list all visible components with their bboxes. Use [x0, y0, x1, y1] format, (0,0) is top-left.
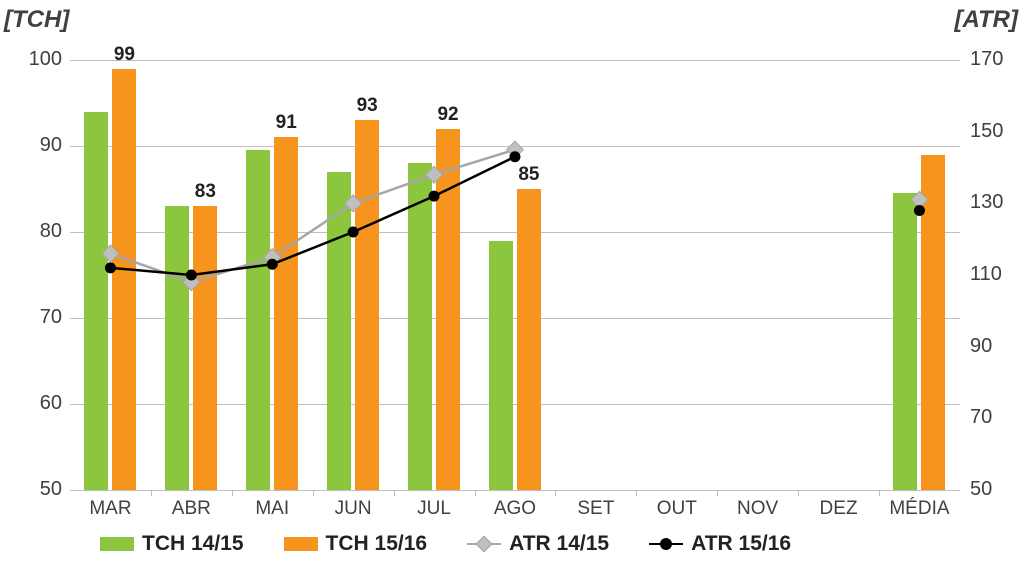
y-tick-left: 50 — [40, 478, 62, 501]
marker-atr-1415 — [102, 245, 119, 262]
legend-item-atr-1516: ATR 15/16 — [649, 532, 791, 556]
y-tick-left: 70 — [40, 306, 62, 329]
x-tick-mark — [555, 490, 556, 496]
circle-marker-icon — [660, 538, 672, 550]
x-tick-label: OUT — [657, 498, 697, 520]
marker-atr-1415 — [345, 195, 362, 212]
x-tick-mark — [151, 490, 152, 496]
legend-label: ATR 15/16 — [691, 532, 791, 556]
x-tick-label: JUN — [335, 498, 372, 520]
marker-atr-1516 — [267, 259, 277, 269]
x-tick-mark — [232, 490, 233, 496]
x-tick-label: MAR — [89, 498, 131, 520]
x-tick-mark — [798, 490, 799, 496]
y-tick-left: 80 — [40, 220, 62, 243]
line-atr-1516 — [110, 157, 515, 275]
marker-atr-1516 — [348, 227, 358, 237]
legend-swatch — [100, 537, 134, 551]
y-tick-right: 150 — [970, 120, 1003, 143]
y-tick-right: 170 — [970, 48, 1003, 71]
legend-item-tch-1516: TCH 15/16 — [284, 532, 428, 556]
x-tick-label: NOV — [737, 498, 778, 520]
y-tick-left: 100 — [29, 48, 62, 71]
x-tick-mark — [475, 490, 476, 496]
diamond-marker-icon — [476, 536, 493, 553]
y-tick-right: 130 — [970, 191, 1003, 214]
x-tick-label: MAI — [255, 498, 289, 520]
x-tick-label: AGO — [494, 498, 536, 520]
legend-label: TCH 15/16 — [326, 532, 428, 556]
marker-atr-1516 — [914, 206, 924, 216]
x-tick-label: MÉDIA — [889, 498, 949, 520]
x-tick-label: JUL — [417, 498, 451, 520]
legend-swatch — [649, 543, 683, 545]
y-tick-right: 110 — [970, 263, 1002, 286]
axis-title-left: [TCH] — [4, 6, 69, 34]
legend-swatch — [467, 543, 501, 545]
legend-label: TCH 14/15 — [142, 532, 244, 556]
marker-atr-1516 — [429, 191, 439, 201]
legend-swatch — [284, 537, 318, 551]
marker-atr-1516 — [186, 270, 196, 280]
x-tick-mark — [636, 490, 637, 496]
y-tick-right: 50 — [970, 478, 992, 501]
line-layer — [70, 60, 960, 490]
legend-label: ATR 14/15 — [509, 532, 609, 556]
x-tick-mark — [394, 490, 395, 496]
y-tick-right: 90 — [970, 335, 992, 358]
x-tick-mark — [313, 490, 314, 496]
legend: TCH 14/15 TCH 15/16 ATR 14/15 ATR 15/16 — [100, 532, 791, 556]
axis-title-right: [ATR] — [954, 6, 1018, 34]
x-tick-label: DEZ — [820, 498, 858, 520]
x-tick-label: ABR — [172, 498, 211, 520]
y-tick-left: 90 — [40, 134, 62, 157]
marker-atr-1516 — [105, 263, 115, 273]
y-tick-left: 60 — [40, 392, 62, 415]
marker-atr-1415 — [426, 166, 443, 183]
y-tick-right: 70 — [970, 406, 992, 429]
line-atr-1415 — [110, 150, 515, 283]
chart-plot-area: MARABRMAIJUNJULAGOSETOUTNOVDEZMÉDIA99839… — [70, 60, 960, 490]
x-tick-mark — [879, 490, 880, 496]
x-tick-mark — [717, 490, 718, 496]
marker-atr-1516 — [510, 152, 520, 162]
legend-item-atr-1415: ATR 14/15 — [467, 532, 609, 556]
x-tick-label: SET — [577, 498, 614, 520]
legend-item-tch-1415: TCH 14/15 — [100, 532, 244, 556]
grid-line — [70, 490, 960, 491]
